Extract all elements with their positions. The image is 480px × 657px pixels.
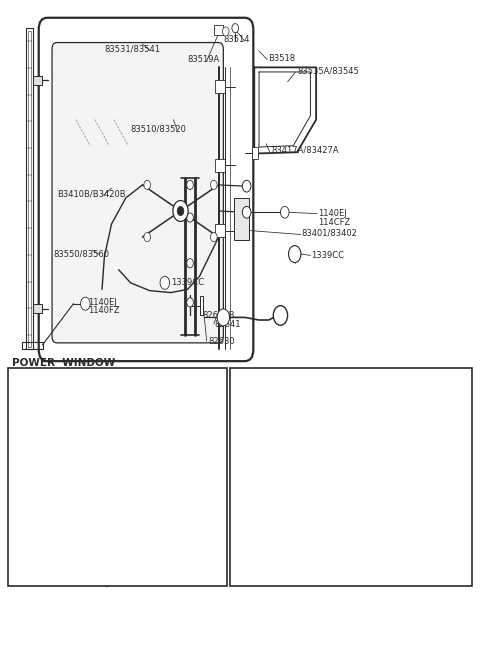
- Text: 1140EJ: 1140EJ: [345, 413, 373, 422]
- Circle shape: [151, 536, 158, 545]
- Circle shape: [124, 425, 131, 434]
- Circle shape: [273, 306, 288, 325]
- Text: B3518: B3518: [268, 55, 296, 63]
- Circle shape: [173, 200, 188, 221]
- Text: 83519A: 83519A: [188, 55, 220, 64]
- Text: 1140EJ: 1140EJ: [88, 298, 117, 307]
- Text: 83510/83520: 83510/83520: [131, 124, 186, 133]
- Text: 98800/98900: 98800/98900: [28, 571, 84, 579]
- Circle shape: [122, 463, 132, 476]
- Text: 1339CC: 1339CC: [245, 515, 278, 524]
- Circle shape: [222, 27, 229, 36]
- Circle shape: [211, 233, 217, 242]
- Text: 1339CC: 1339CC: [312, 251, 344, 260]
- Text: 82641: 82641: [215, 320, 241, 329]
- Bar: [33, 76, 42, 85]
- Circle shape: [151, 493, 158, 503]
- Circle shape: [217, 309, 229, 326]
- Bar: [215, 80, 225, 93]
- Text: DAEDONG (980210-): DAEDONG (980210-): [234, 369, 344, 377]
- Text: 1339CC: 1339CC: [171, 279, 204, 287]
- Circle shape: [324, 536, 331, 545]
- Text: 1339CC: 1339CC: [321, 569, 354, 578]
- Bar: [215, 159, 225, 172]
- Circle shape: [253, 482, 265, 498]
- FancyBboxPatch shape: [52, 43, 223, 343]
- Text: 83531/83541: 83531/83541: [104, 45, 160, 54]
- Circle shape: [324, 448, 331, 457]
- Bar: [159, 512, 168, 524]
- Bar: [8, 368, 227, 586]
- Circle shape: [242, 206, 251, 218]
- Text: 1140FZ: 1140FZ: [345, 405, 376, 414]
- Text: 83403A: 83403A: [342, 438, 375, 447]
- Circle shape: [104, 579, 109, 587]
- Bar: [214, 25, 223, 35]
- Text: 83403/83404: 83403/83404: [12, 400, 69, 409]
- Circle shape: [187, 259, 193, 268]
- Circle shape: [177, 206, 184, 215]
- Circle shape: [280, 206, 289, 218]
- Text: 83404A: 83404A: [342, 446, 374, 455]
- Bar: [215, 224, 225, 237]
- Circle shape: [324, 493, 331, 503]
- Bar: [252, 147, 258, 159]
- Circle shape: [187, 180, 193, 189]
- Circle shape: [288, 246, 301, 263]
- Bar: [230, 368, 472, 586]
- Bar: [33, 304, 42, 313]
- Circle shape: [297, 426, 311, 446]
- Text: 83401/83402: 83401/83402: [302, 229, 358, 238]
- Circle shape: [232, 24, 239, 33]
- Text: 1140EJ: 1140EJ: [319, 209, 347, 218]
- Circle shape: [240, 514, 248, 526]
- Bar: [234, 198, 249, 240]
- Circle shape: [99, 520, 113, 539]
- Circle shape: [151, 448, 158, 457]
- Circle shape: [238, 426, 247, 440]
- Circle shape: [187, 298, 193, 307]
- Text: 114CFZ: 114CFZ: [319, 217, 351, 227]
- Text: B3410B/B3420B: B3410B/B3420B: [57, 189, 125, 198]
- Circle shape: [187, 213, 193, 222]
- Circle shape: [246, 472, 272, 507]
- Circle shape: [345, 407, 353, 419]
- Circle shape: [301, 432, 307, 440]
- Bar: [200, 296, 204, 315]
- Circle shape: [24, 421, 34, 434]
- Text: 83514: 83514: [223, 35, 250, 45]
- Circle shape: [345, 440, 353, 452]
- Circle shape: [120, 419, 135, 440]
- Circle shape: [324, 405, 331, 415]
- Circle shape: [323, 556, 333, 571]
- Circle shape: [144, 180, 151, 189]
- Text: 123FD: 123FD: [12, 466, 40, 474]
- Circle shape: [211, 180, 217, 189]
- Text: 83535A/83545: 83535A/83545: [297, 66, 359, 75]
- Text: 82643B: 82643B: [202, 311, 234, 320]
- Bar: [159, 535, 168, 547]
- Text: 1339CC: 1339CC: [93, 430, 125, 440]
- Circle shape: [242, 180, 251, 192]
- Text: 83417A/83427A: 83417A/83427A: [271, 146, 338, 155]
- Circle shape: [81, 297, 90, 310]
- Text: KWANGJIN(-980210): KWANGJIN(-980210): [12, 369, 120, 377]
- Circle shape: [160, 277, 169, 289]
- Circle shape: [151, 405, 158, 415]
- Text: POWER  WINDOW: POWER WINDOW: [12, 358, 115, 368]
- Circle shape: [92, 510, 120, 549]
- Text: 82630: 82630: [208, 337, 235, 346]
- Text: 1140FZ: 1140FZ: [88, 306, 120, 315]
- Circle shape: [66, 394, 76, 407]
- Text: 83550/83560: 83550/83560: [53, 250, 109, 259]
- Circle shape: [144, 233, 151, 242]
